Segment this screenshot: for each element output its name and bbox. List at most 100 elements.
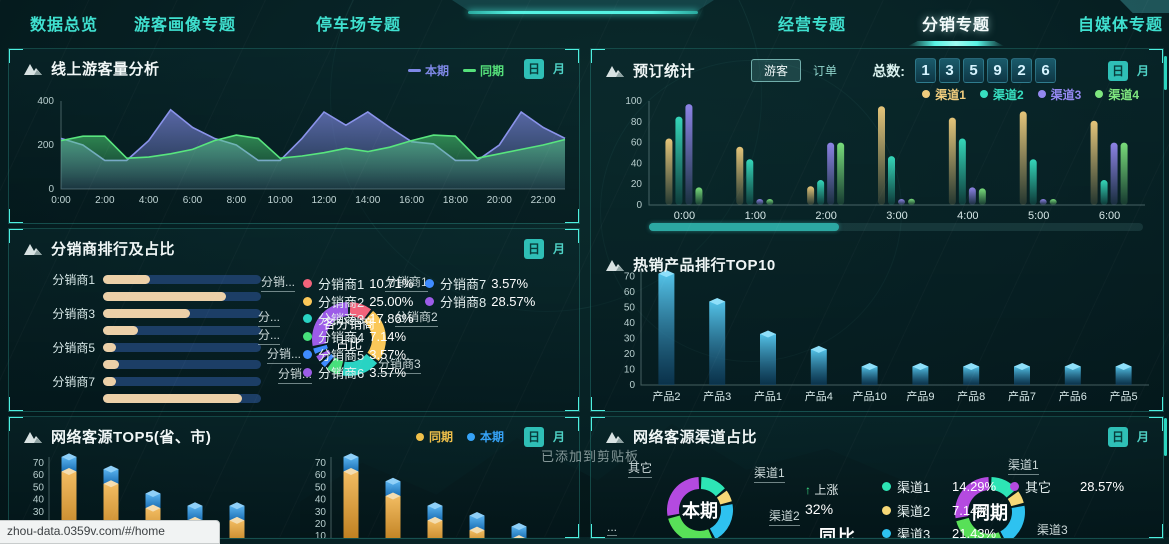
panel-title: 分销商排行及占比 <box>51 238 175 259</box>
right-scrollbar[interactable] <box>1164 418 1167 456</box>
day-button[interactable]: 日 <box>524 59 544 79</box>
svg-text:60: 60 <box>624 287 636 298</box>
panel-icon <box>23 242 43 256</box>
legend-web-sources: 同期本期 <box>416 428 518 446</box>
compare-block: ↑ 上涨 32% 同比 <box>805 481 857 539</box>
svg-text:60: 60 <box>631 138 643 149</box>
svg-text:50: 50 <box>33 482 45 493</box>
panel-corner <box>1149 397 1164 412</box>
svg-text:产品7: 产品7 <box>1008 389 1036 403</box>
svg-text:50: 50 <box>315 482 327 493</box>
nav-item-分销专题[interactable]: 分销专题 <box>922 11 990 35</box>
svg-text:20:00: 20:00 <box>487 195 512 206</box>
svg-text:6:00: 6:00 <box>183 195 203 206</box>
tab-order[interactable]: 订单 <box>813 62 837 79</box>
panel-title: 预订统计 <box>633 60 695 81</box>
tab-visitor[interactable]: 游客 <box>751 59 801 82</box>
panel-corner <box>8 416 23 431</box>
nav-item-停车场专题[interactable]: 停车场专题 <box>316 11 401 35</box>
svg-text:40: 40 <box>631 158 643 169</box>
panel-icon <box>23 430 43 444</box>
panel-corner <box>8 397 23 412</box>
panel-corner <box>565 228 580 243</box>
panel-corner <box>590 416 605 431</box>
svg-text:4:00: 4:00 <box>139 195 159 206</box>
panel-icon <box>605 430 625 444</box>
datazoom-slider[interactable] <box>649 223 1143 231</box>
svg-text:30: 30 <box>624 334 636 345</box>
legend-visitors: 本期同期 <box>408 59 518 79</box>
donut-callout: 分... <box>258 326 280 345</box>
svg-text:40: 40 <box>624 318 636 329</box>
panel-corner <box>565 209 580 224</box>
day-button[interactable]: 日 <box>524 427 544 447</box>
donut-callout: 渠道1 <box>1008 456 1039 475</box>
svg-text:产品10: 产品10 <box>852 389 886 403</box>
top-nav: 数据总览 游客画像专题 停车场专题 经营专题 分销专题 自媒体专题 <box>0 0 1169 46</box>
svg-text:5:00: 5:00 <box>1028 210 1049 222</box>
svg-text:10: 10 <box>315 531 327 539</box>
svg-text:20: 20 <box>315 519 327 530</box>
svg-text:0:00: 0:00 <box>674 210 695 222</box>
legend-item[interactable]: 本期 <box>467 428 504 445</box>
svg-text:3:00: 3:00 <box>886 210 907 222</box>
donut-callout: 渠道3 <box>1037 521 1068 539</box>
svg-text:60: 60 <box>33 470 45 481</box>
month-button[interactable]: 月 <box>553 60 565 77</box>
legend-item[interactable]: 同期 <box>416 428 453 445</box>
total-digit: 5 <box>963 58 984 83</box>
month-button[interactable]: 月 <box>1137 62 1149 79</box>
svg-text:70: 70 <box>33 458 45 469</box>
right-scrollbar[interactable] <box>1164 56 1167 90</box>
svg-text:1:00: 1:00 <box>745 210 766 222</box>
svg-text:产品8: 产品8 <box>957 389 985 403</box>
legend-item[interactable]: 本期 <box>408 62 449 79</box>
nav-item-数据总览[interactable]: 数据总览 <box>30 11 98 35</box>
svg-text:6:00: 6:00 <box>1099 210 1120 222</box>
day-button[interactable]: 日 <box>1108 61 1128 81</box>
legend-marker <box>463 69 476 72</box>
month-button[interactable]: 月 <box>553 240 565 257</box>
svg-text:22:00: 22:00 <box>531 195 556 206</box>
svg-text:产品2: 产品2 <box>652 389 680 403</box>
legend-item[interactable]: 同期 <box>463 62 504 79</box>
total-digit: 9 <box>987 58 1008 83</box>
panel-corner <box>8 48 23 63</box>
svg-text:30: 30 <box>33 507 45 518</box>
svg-text:0:00: 0:00 <box>51 195 71 206</box>
day-button[interactable]: 日 <box>1108 427 1128 447</box>
nav-item-经营专题[interactable]: 经营专题 <box>778 11 846 35</box>
header-glow-line <box>468 11 698 14</box>
month-button[interactable]: 月 <box>553 428 565 445</box>
svg-text:10: 10 <box>624 365 636 376</box>
svg-text:12:00: 12:00 <box>311 195 336 206</box>
total-digit: 3 <box>939 58 960 83</box>
datazoom-fill[interactable] <box>649 223 839 231</box>
panel-icon <box>605 64 625 78</box>
svg-text:产品4: 产品4 <box>805 389 833 403</box>
clipboard-toast: 已添加到剪贴板 <box>541 446 639 465</box>
month-button[interactable]: 月 <box>1137 428 1149 445</box>
panel-icon <box>605 258 625 272</box>
nav-left-group: 数据总览 游客画像专题 停车场专题 <box>30 11 401 35</box>
nav-item-自媒体专题[interactable]: 自媒体专题 <box>1078 11 1163 35</box>
day-button[interactable]: 日 <box>524 239 544 259</box>
svg-text:70: 70 <box>315 458 327 469</box>
panel-corner <box>1149 416 1164 431</box>
nav-item-游客画像专题[interactable]: 游客画像专题 <box>134 11 236 35</box>
